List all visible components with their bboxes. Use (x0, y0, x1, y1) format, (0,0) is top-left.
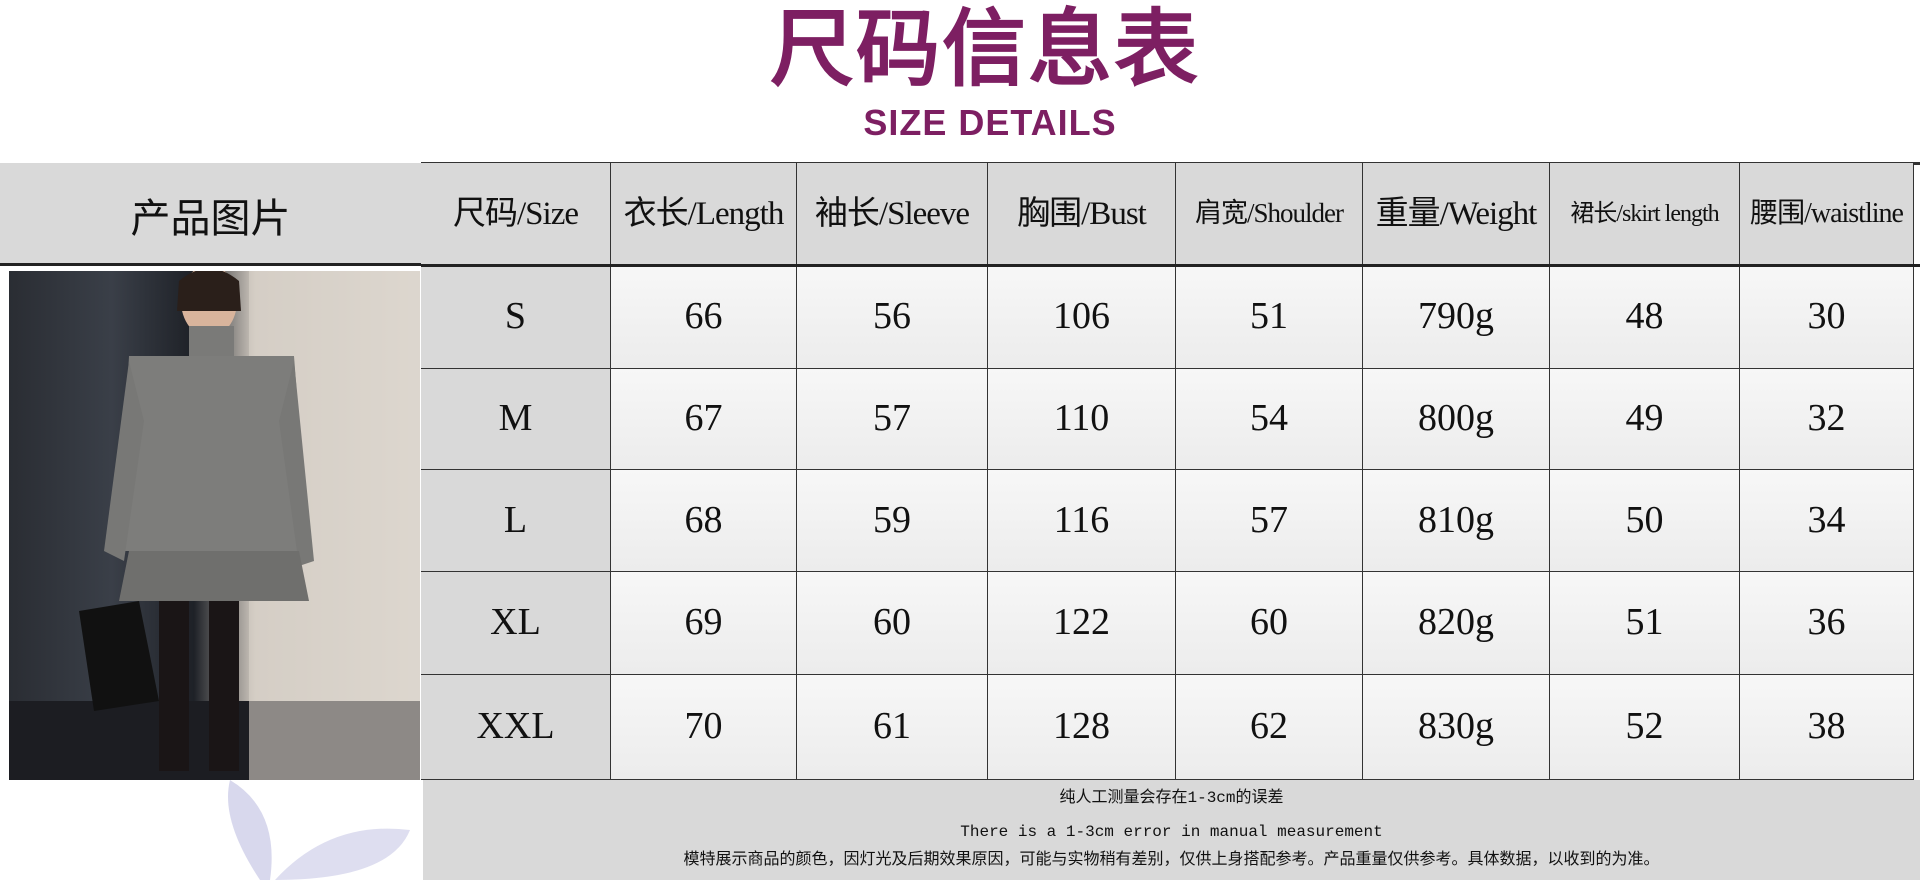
size-label: S (421, 266, 611, 369)
photo-column-label: 产品图片 (130, 195, 291, 241)
size-label: M (421, 369, 611, 470)
table-cell: 57 (797, 369, 988, 470)
table-cell: 30 (1740, 266, 1914, 369)
table-cell: 68 (611, 470, 797, 572)
footer-disclaimer: 模特展示商品的颜色，因灯光及后期效果原因，可能与实物稍有差别，仅供上身搭配参考。… (683, 851, 1660, 869)
table-cell: 49 (1550, 369, 1740, 470)
column-header: 腰围/waistline (1740, 163, 1914, 266)
table-cell: 36 (1740, 572, 1914, 675)
table-cell: 61 (797, 675, 988, 780)
table-cell: 50 (1550, 470, 1740, 572)
size-label: XL (421, 572, 611, 675)
column-header: 重量/Weight (1363, 163, 1550, 266)
header-divider (421, 264, 1920, 267)
photo-header-bg (0, 163, 421, 266)
table-cell: 800g (1363, 369, 1550, 470)
table-cell: 56 (797, 266, 988, 369)
table-cell: 830g (1363, 675, 1550, 780)
size-table: 尺码/Size 衣长/Length 袖长/Sleeve 胸围/Bust 肩宽/Shoul… (421, 163, 1920, 780)
table-cell: 790g (1363, 266, 1550, 369)
column-header: 胸围/Bust (988, 163, 1176, 266)
table-cell: 59 (797, 470, 988, 572)
page-title: 尺码信息表 (769, 0, 1200, 98)
table-cell: 60 (1176, 572, 1363, 675)
table-cell: 48 (1550, 266, 1740, 369)
column-header: 裙长/skirt length (1550, 163, 1740, 266)
footer-note-en: There is a 1-3cm error in manual measure… (960, 823, 1383, 841)
table-cell: 66 (611, 266, 797, 369)
table-cell: 34 (1740, 470, 1914, 572)
footer-note-cn: 纯人工测量会存在1-3cm的误差 (1059, 789, 1284, 807)
page-subtitle: SIZE DETAILS (863, 102, 1117, 143)
table-cell: 51 (1550, 572, 1740, 675)
table-cell: 38 (1740, 675, 1914, 780)
table-cell: 51 (1176, 266, 1363, 369)
table-cell: 810g (1363, 470, 1550, 572)
table-cell: 116 (988, 470, 1176, 572)
column-header: 袖长/Sleeve (797, 163, 988, 266)
table-cell: 32 (1740, 369, 1914, 470)
table-cell: 122 (988, 572, 1176, 675)
table-cell: 52 (1550, 675, 1740, 780)
table-cell: 110 (988, 369, 1176, 470)
table-cell: 106 (988, 266, 1176, 369)
column-header: 衣长/Length (611, 163, 797, 266)
table-cell: 57 (1176, 470, 1363, 572)
table-cell: 67 (611, 369, 797, 470)
size-label: L (421, 470, 611, 572)
column-header: 尺码/Size (421, 163, 611, 266)
size-label: XXL (421, 675, 611, 780)
table-cell: 820g (1363, 572, 1550, 675)
table-cell: 69 (611, 572, 797, 675)
column-header: 肩宽/Shoulder (1176, 163, 1363, 266)
table-cell: 62 (1176, 675, 1363, 780)
table-cell: 128 (988, 675, 1176, 780)
table-cell: 60 (797, 572, 988, 675)
footer-notes: 纯人工测量会存在1-3cm的误差 There is a 1-3cm error … (423, 780, 1920, 880)
butterfly-decoration (228, 780, 410, 880)
table-cell: 70 (611, 675, 797, 780)
product-photo (9, 271, 420, 780)
table-cell: 54 (1176, 369, 1363, 470)
